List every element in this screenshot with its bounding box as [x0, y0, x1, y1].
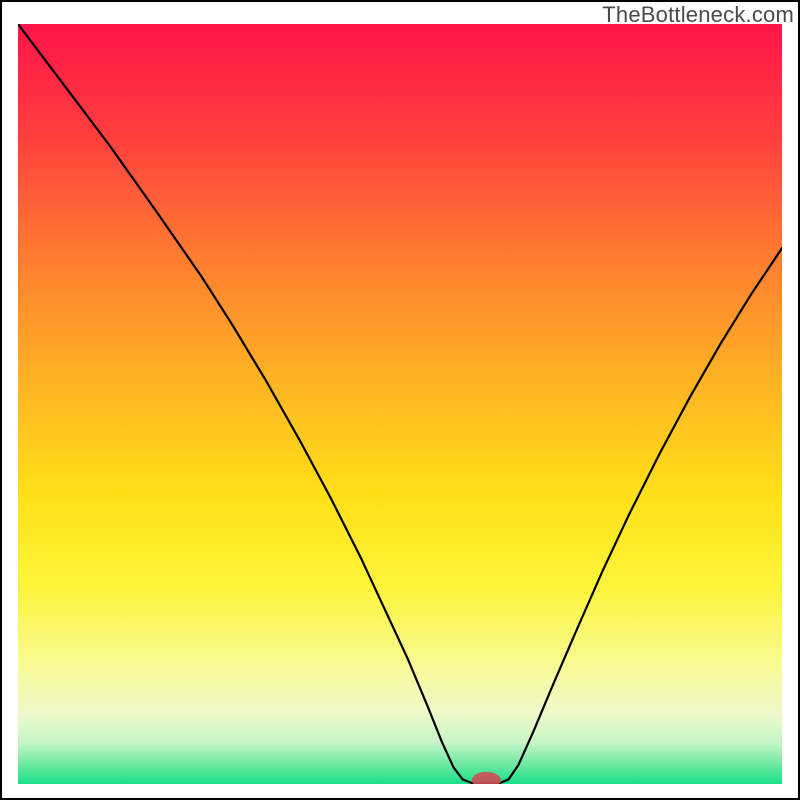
optimal-point-marker [472, 772, 501, 789]
bottleneck-chart: TheBottleneck.com [0, 0, 800, 800]
attribution-label: TheBottleneck.com [602, 2, 794, 28]
gradient-background [18, 24, 782, 784]
chart-svg [0, 0, 800, 800]
